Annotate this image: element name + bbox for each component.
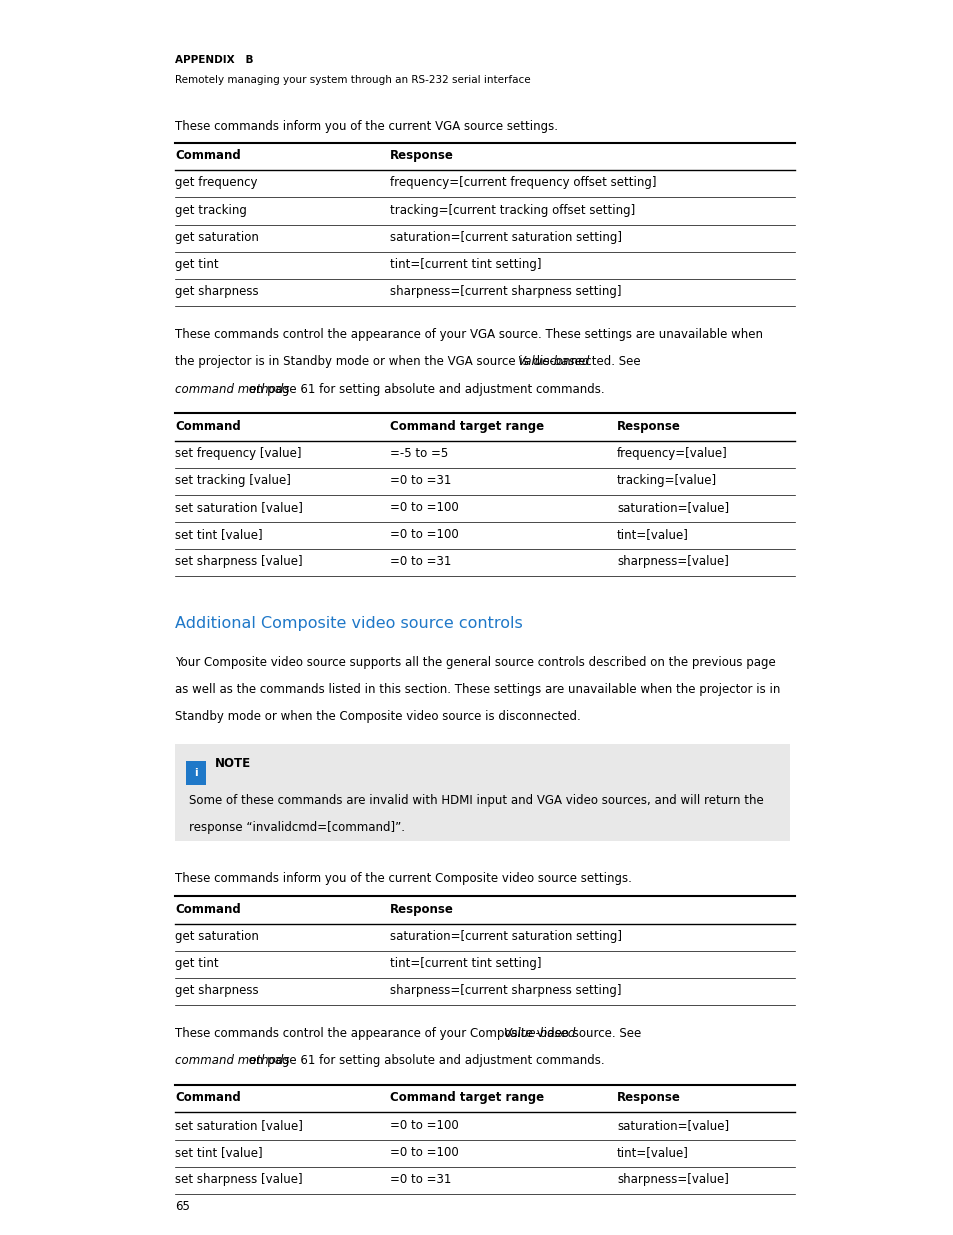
Text: These commands inform you of the current Composite video source settings.: These commands inform you of the current…	[174, 872, 631, 884]
Text: get tint: get tint	[174, 957, 218, 969]
Text: Command target range: Command target range	[390, 1092, 543, 1104]
Text: frequency=[value]: frequency=[value]	[617, 447, 727, 459]
Text: command methods: command methods	[174, 1055, 289, 1067]
Text: Standby mode or when the Composite video source is disconnected.: Standby mode or when the Composite video…	[174, 710, 580, 722]
Text: APPENDIX   B: APPENDIX B	[174, 56, 253, 65]
Text: Command: Command	[174, 149, 240, 162]
Text: as well as the commands listed in this section. These settings are unavailable w: as well as the commands listed in this s…	[174, 683, 780, 695]
Text: Response: Response	[617, 420, 680, 432]
Text: =0 to =100: =0 to =100	[390, 1146, 458, 1158]
Text: sharpness=[value]: sharpness=[value]	[617, 1173, 728, 1186]
Text: response “invalidcmd=[command]”.: response “invalidcmd=[command]”.	[189, 821, 405, 834]
Text: set saturation [value]: set saturation [value]	[174, 1119, 302, 1131]
Text: =0 to =31: =0 to =31	[390, 1173, 451, 1186]
Text: i: i	[194, 768, 197, 778]
Text: get sharpness: get sharpness	[174, 984, 258, 997]
Text: on page 61 for setting absolute and adjustment commands.: on page 61 for setting absolute and adju…	[245, 1055, 604, 1067]
Text: =-5 to =5: =-5 to =5	[390, 447, 448, 459]
Text: sharpness=[current sharpness setting]: sharpness=[current sharpness setting]	[390, 285, 620, 298]
Text: get saturation: get saturation	[174, 930, 258, 942]
Text: Command: Command	[174, 903, 240, 915]
Text: get sharpness: get sharpness	[174, 285, 258, 298]
Text: Response: Response	[390, 903, 454, 915]
Text: set tracking [value]: set tracking [value]	[174, 474, 291, 487]
Text: Response: Response	[617, 1092, 680, 1104]
Text: set tint [value]: set tint [value]	[174, 529, 262, 541]
Text: saturation=[value]: saturation=[value]	[617, 1119, 728, 1131]
Text: the projector is in Standby mode or when the VGA source is disconnected. See: the projector is in Standby mode or when…	[174, 356, 643, 368]
Text: set frequency [value]: set frequency [value]	[174, 447, 301, 459]
Text: =0 to =100: =0 to =100	[390, 501, 458, 514]
Text: sharpness=[value]: sharpness=[value]	[617, 556, 728, 568]
Text: tint=[value]: tint=[value]	[617, 1146, 688, 1158]
Text: Command target range: Command target range	[390, 420, 543, 432]
Text: set tint [value]: set tint [value]	[174, 1146, 262, 1158]
Text: 65: 65	[174, 1200, 190, 1213]
Text: Remotely managing your system through an RS-232 serial interface: Remotely managing your system through an…	[174, 75, 530, 85]
Text: These commands control the appearance of your Composite video source. See: These commands control the appearance of…	[174, 1028, 644, 1040]
Text: =0 to =31: =0 to =31	[390, 474, 451, 487]
Text: =0 to =100: =0 to =100	[390, 529, 458, 541]
Text: set sharpness [value]: set sharpness [value]	[174, 1173, 302, 1186]
Text: tracking=[value]: tracking=[value]	[617, 474, 717, 487]
Text: saturation=[current saturation setting]: saturation=[current saturation setting]	[390, 930, 621, 942]
Text: tracking=[current tracking offset setting]: tracking=[current tracking offset settin…	[390, 204, 635, 216]
Text: Command: Command	[174, 1092, 240, 1104]
Text: get saturation: get saturation	[174, 231, 258, 243]
Text: set sharpness [value]: set sharpness [value]	[174, 556, 302, 568]
Text: frequency=[current frequency offset setting]: frequency=[current frequency offset sett…	[390, 177, 656, 189]
Text: =0 to =31: =0 to =31	[390, 556, 451, 568]
Text: tint=[current tint setting]: tint=[current tint setting]	[390, 258, 541, 270]
Text: sharpness=[current sharpness setting]: sharpness=[current sharpness setting]	[390, 984, 620, 997]
FancyBboxPatch shape	[174, 745, 789, 841]
Text: tint=[current tint setting]: tint=[current tint setting]	[390, 957, 541, 969]
Text: Additional Composite video source controls: Additional Composite video source contro…	[174, 616, 522, 631]
Text: get frequency: get frequency	[174, 177, 257, 189]
Text: on page 61 for setting absolute and adjustment commands.: on page 61 for setting absolute and adju…	[245, 383, 604, 395]
Text: Command: Command	[174, 420, 240, 432]
Text: command methods: command methods	[174, 383, 289, 395]
Text: These commands control the appearance of your VGA source. These settings are una: These commands control the appearance of…	[174, 329, 762, 341]
Text: saturation=[current saturation setting]: saturation=[current saturation setting]	[390, 231, 621, 243]
Text: Value-based: Value-based	[503, 1028, 575, 1040]
Text: NOTE: NOTE	[214, 757, 251, 769]
Text: Response: Response	[390, 149, 454, 162]
Text: These commands inform you of the current VGA source settings.: These commands inform you of the current…	[174, 120, 558, 133]
Text: Value-based: Value-based	[516, 356, 588, 368]
Text: Your Composite video source supports all the general source controls described o: Your Composite video source supports all…	[174, 656, 775, 668]
Text: saturation=[value]: saturation=[value]	[617, 501, 728, 514]
FancyBboxPatch shape	[186, 761, 205, 785]
Text: set saturation [value]: set saturation [value]	[174, 501, 302, 514]
Text: get tint: get tint	[174, 258, 218, 270]
Text: get tracking: get tracking	[174, 204, 247, 216]
Text: tint=[value]: tint=[value]	[617, 529, 688, 541]
Text: =0 to =100: =0 to =100	[390, 1119, 458, 1131]
Text: Some of these commands are invalid with HDMI input and VGA video sources, and wi: Some of these commands are invalid with …	[189, 794, 763, 806]
